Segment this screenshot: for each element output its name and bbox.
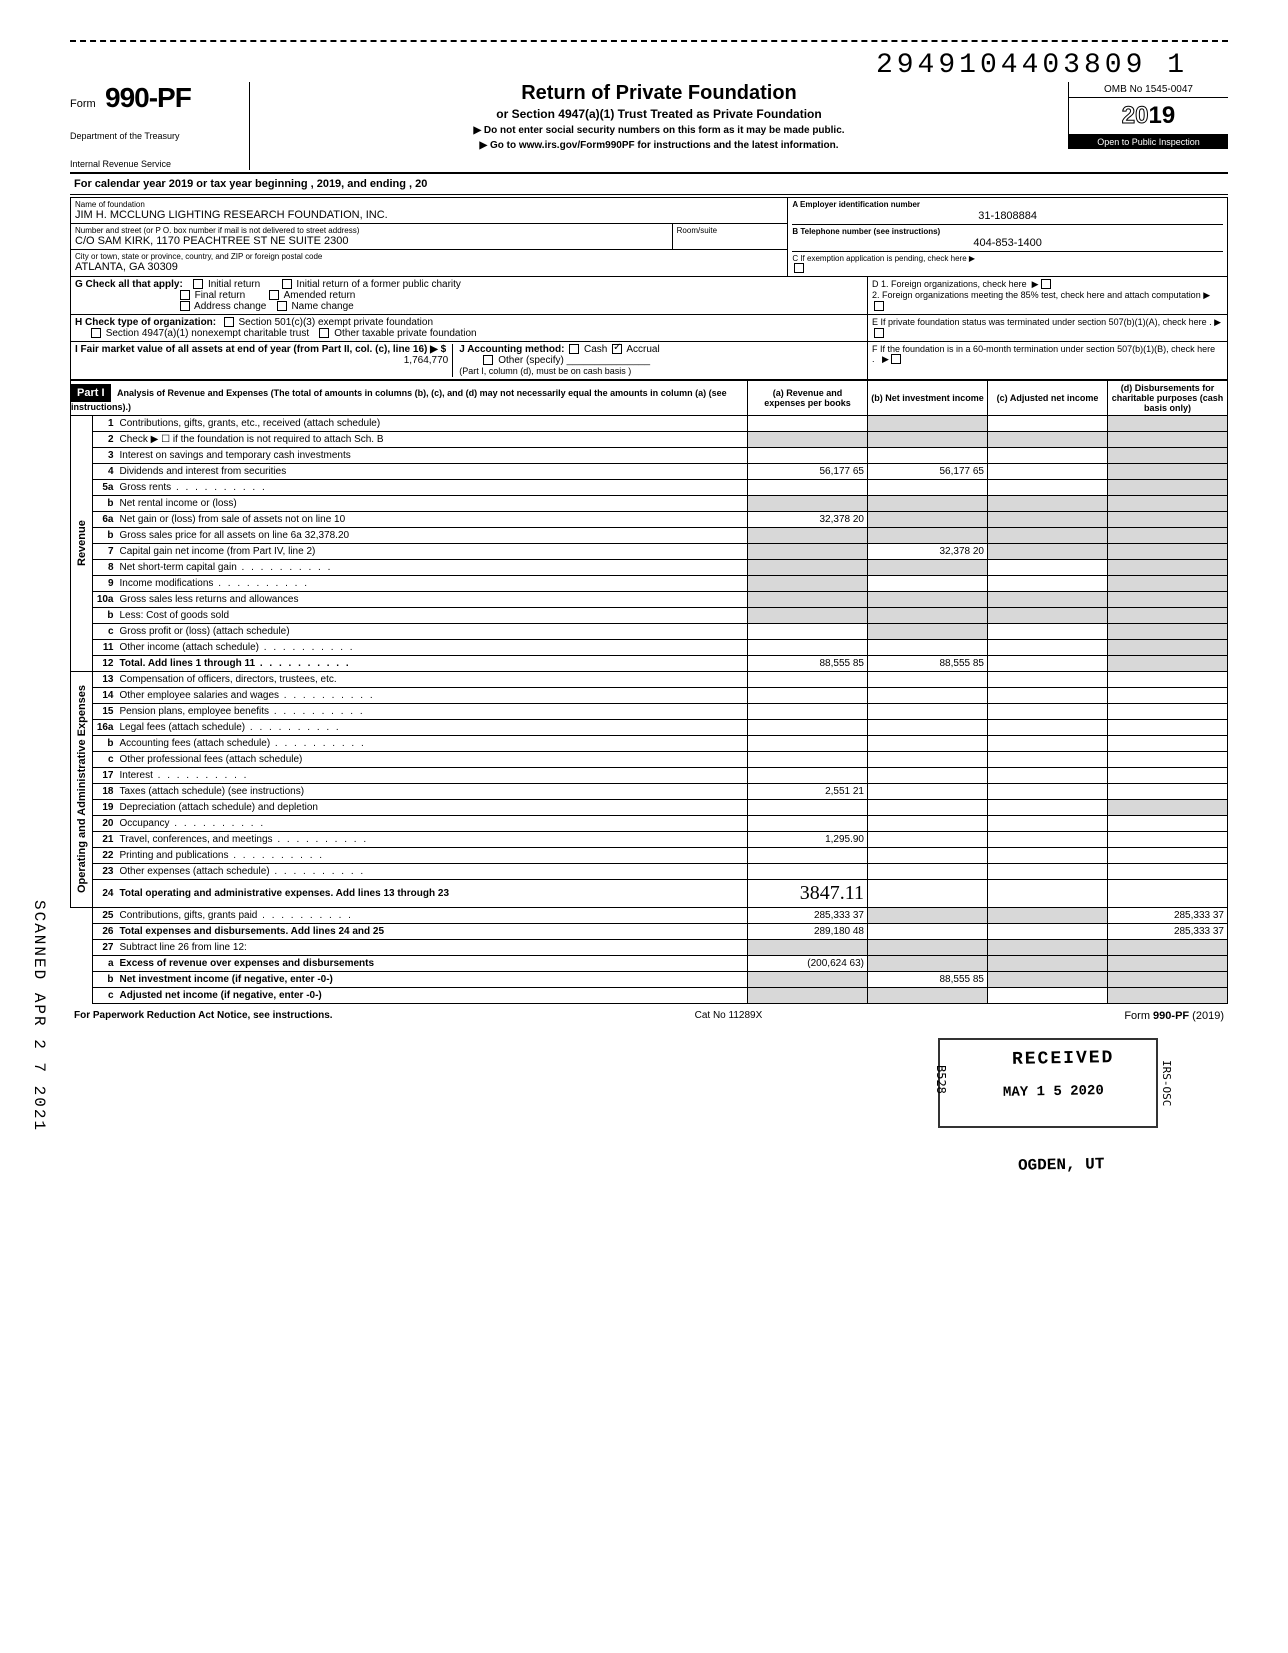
street-address: C/O SAM KIRK, 1170 PEACHTREE ST NE SUITE… (75, 235, 348, 247)
room-label: Room/suite (677, 226, 784, 235)
form-prefix: Form (70, 98, 96, 110)
part1-desc: Analysis of Revenue and Expenses (The to… (71, 386, 727, 414)
checkbox-c[interactable] (794, 263, 804, 273)
j-label: J Accounting method: (459, 344, 564, 355)
col-b: (b) Net investment income (868, 380, 988, 415)
dept-treasury: Department of the Treasury (70, 132, 241, 142)
h-label: H Check type of organization: (75, 317, 216, 328)
form-number: 990-PF (105, 82, 191, 113)
b528-stamp: B528 (934, 1065, 948, 1094)
form-subtitle: or Section 4947(a)(1) Trust Treated as P… (260, 107, 1058, 121)
fmv-value: 1,764,770 (75, 355, 448, 366)
cat-number: Cat No 11289X (695, 1010, 763, 1022)
col-d: (d) Disbursements for charitable purpose… (1108, 380, 1228, 415)
col-c: (c) Adjusted net income (988, 380, 1108, 415)
scanned-stamp: SCANNED APR 2 7 2021 (30, 900, 48, 1132)
part1-table: Part I Analysis of Revenue and Expenses … (70, 380, 1228, 1004)
g-label: G Check all that apply: (75, 279, 183, 290)
document-number: 2949104403809 1 (876, 50, 1188, 81)
calendar-year-line: For calendar year 2019 or tax year begin… (70, 176, 1228, 192)
exemption-pending: C If exemption application is pending, c… (792, 254, 1223, 263)
form-ref: Form 990-PF (2019) (1124, 1010, 1224, 1022)
form-title: Return of Private Foundation (260, 82, 1058, 105)
i-label: I Fair market value of all assets at end… (75, 344, 446, 355)
top-border (70, 40, 1228, 42)
f-label: F If the foundation is in a 60-month ter… (872, 344, 1215, 354)
tax-year: 2019 (1069, 98, 1228, 135)
part1-label: Part I (71, 384, 111, 402)
section-g-h-i: G Check all that apply: Initial return I… (70, 277, 1228, 380)
paperwork-notice: For Paperwork Reduction Act Notice, see … (74, 1010, 333, 1022)
name-label: Name of foundation (75, 200, 783, 209)
accrual-checkbox[interactable] (612, 344, 622, 354)
foundation-info: Name of foundation JIM H. MCCLUNG LIGHTI… (70, 197, 1228, 277)
header-note-2: ▶ Go to www.irs.gov/Form990PF for instru… (260, 140, 1058, 151)
expenses-label: Operating and Administrative Expenses (71, 671, 93, 907)
irs-osc-stamp: IRS-OSC (1160, 1060, 1173, 1106)
city-state-zip: ATLANTA, GA 30309 (75, 261, 178, 273)
header-note-1: ▶ Do not enter social security numbers o… (260, 125, 1058, 136)
ein-label: A Employer identification number (792, 200, 1223, 209)
handwritten-24: 3847.11 (748, 879, 868, 907)
ogden-stamp: OGDEN, UT (1003, 1151, 1118, 1179)
omb-number: OMB No 1545-0047 (1069, 82, 1228, 98)
d2: 2. Foreign organizations meeting the 85%… (872, 290, 1201, 300)
e-label: E If private foundation status was termi… (872, 317, 1207, 327)
addr-label: Number and street (or P O. box number if… (75, 226, 668, 235)
d1: D 1. Foreign organizations, check here (872, 279, 1027, 289)
page-footer: For Paperwork Reduction Act Notice, see … (70, 1010, 1228, 1022)
form-header: Form 990-PF Department of the Treasury I… (70, 82, 1228, 170)
revenue-label: Revenue (71, 415, 93, 671)
tel-label: B Telephone number (see instructions) (792, 227, 1223, 236)
foundation-name: JIM H. MCCLUNG LIGHTING RESEARCH FOUNDAT… (75, 209, 388, 221)
public-inspection: Open to Public Inspection (1069, 135, 1228, 149)
dept-irs: Internal Revenue Service (70, 160, 241, 170)
col-a: (a) Revenue and expenses per books (748, 380, 868, 415)
ein-value: 31-1808884 (792, 210, 1223, 222)
received-date: MAY 1 5 2020 (989, 1079, 1118, 1105)
received-stamp: RECEIVED (997, 1044, 1128, 1074)
city-label: City or town, state or province, country… (75, 252, 783, 261)
tel-value: 404-853-1400 (792, 237, 1223, 249)
